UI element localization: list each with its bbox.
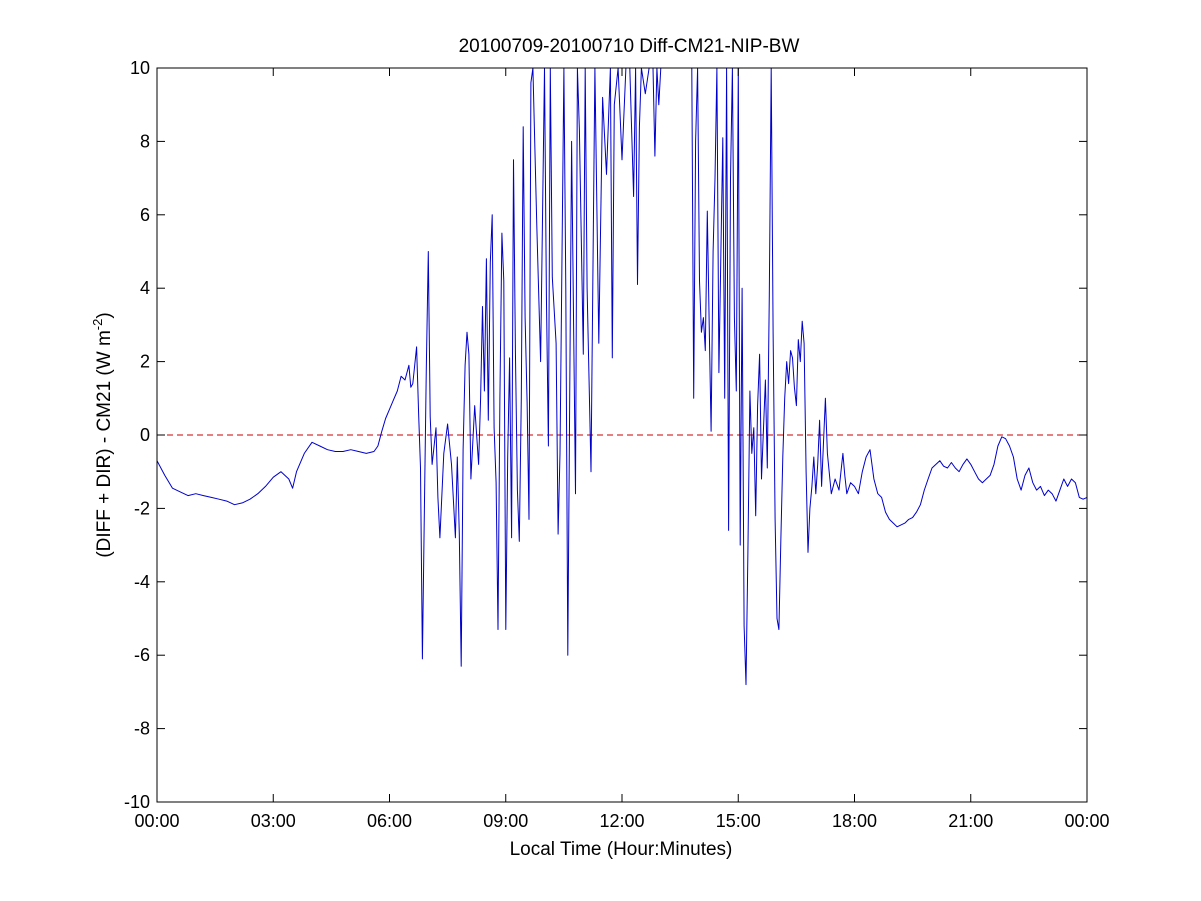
y-axis-label-superscript: -2: [90, 319, 105, 331]
y-axis-label-prefix: (DIFF + DIR) - CM21 (W m: [94, 330, 115, 557]
y-tick-label: -2: [134, 498, 150, 518]
x-axis-label: Local Time (Hour:Minutes): [510, 839, 733, 860]
x-tick-label: 00:00: [1064, 811, 1109, 831]
y-tick-label: 10: [130, 58, 150, 78]
x-tick-label: 21:00: [948, 811, 993, 831]
y-tick-label: 4: [140, 278, 150, 298]
y-tick-label: 6: [140, 205, 150, 225]
x-tick-label: 12:00: [599, 811, 644, 831]
x-axis-ticks: 00:00 03:00 06:00 09:00 12:00 15:00 18:00 21:00…: [134, 68, 1110, 831]
y-axis-label-suffix: ): [94, 312, 115, 318]
y-tick-label: 0: [140, 425, 150, 445]
chart-title: 20100709-20100710 Diff-CM21-NIP-BW: [459, 36, 800, 57]
x-tick-label: 03:00: [251, 811, 296, 831]
x-tick-label: 09:00: [483, 811, 528, 831]
x-tick-label: 06:00: [367, 811, 412, 831]
y-tick-label: -6: [134, 645, 150, 665]
y-tick-label: -4: [134, 572, 150, 592]
series-layer: [157, 68, 1087, 686]
x-tick-label: 15:00: [716, 811, 761, 831]
x-tick-label: 18:00: [832, 811, 877, 831]
y-tick-label: 8: [140, 131, 150, 151]
y-tick-label: -10: [124, 792, 150, 812]
series-line-0: [157, 68, 1087, 686]
y-axis-label: (DIFF + DIR) - CM21 (W m-2): [90, 312, 115, 557]
y-tick-label: 2: [140, 352, 150, 372]
x-tick-label: 00:00: [134, 811, 179, 831]
y-tick-label: -8: [134, 719, 150, 739]
y-axis-ticks: -10 -8 -6 -4 -2 0 2 4 6 8 10: [124, 58, 1087, 812]
